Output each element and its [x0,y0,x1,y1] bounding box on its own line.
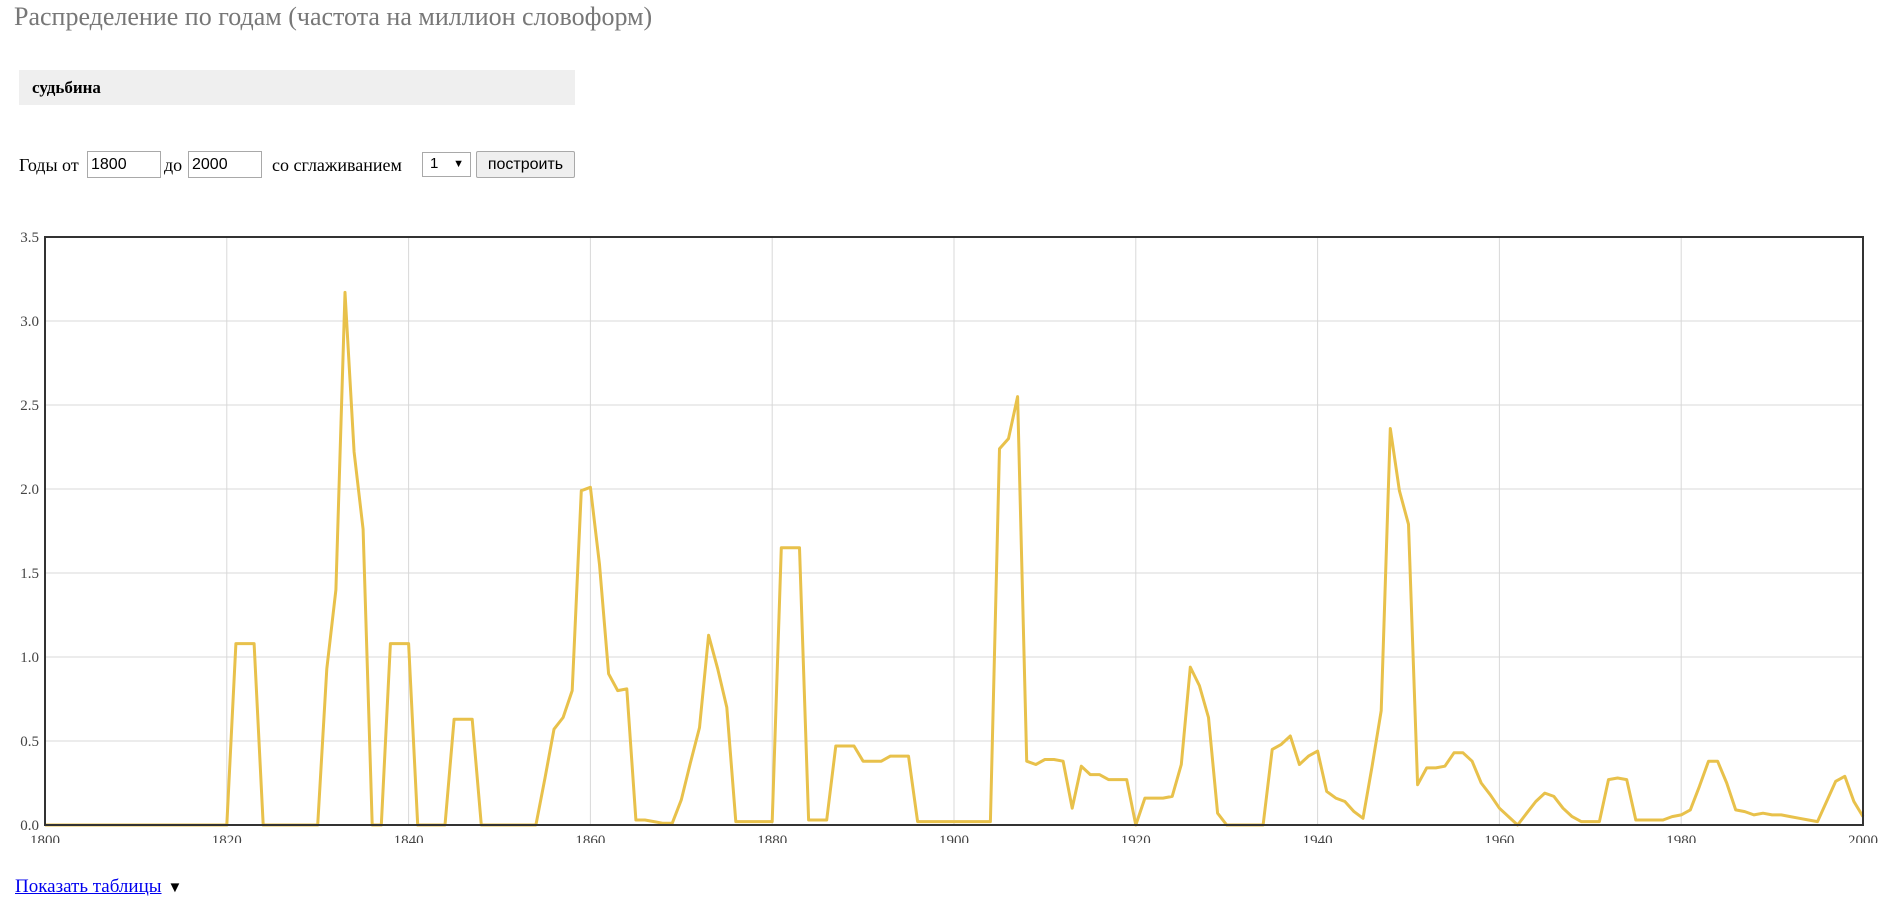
chevron-down-icon: ▼ [453,158,464,170]
year-from-input[interactable] [87,151,161,178]
x-tick-label: 1900 [939,833,969,843]
x-tick-label: 1880 [757,833,787,843]
page-title: Распределение по годам (частота на милли… [14,2,653,31]
smoothing-select[interactable]: 1 ▼ [422,152,471,177]
x-tick-label: 2000 [1848,833,1878,843]
x-tick-label: 1860 [575,833,605,843]
query-box: судьбина [19,70,575,105]
show-tables-toggle: Показать таблицы ▼ [15,876,182,898]
x-tick-label: 1980 [1666,833,1696,843]
y-tick-label: 0.0 [20,818,39,834]
build-button[interactable]: построить [476,151,575,178]
smoothing-label: со сглаживанием [272,155,402,175]
x-tick-label: 1840 [394,833,424,843]
years-from-label: Годы от [19,155,79,175]
x-tick-label: 1960 [1484,833,1514,843]
frequency-chart: 0.0 0.5 1.0 1.5 2.0 2.5 3.0 3.5 1800 1820 1840 1860… [20,230,1878,843]
y-tick-label: 3.5 [20,230,39,246]
plot-frame [44,236,1864,826]
x-tick-label: 1800 [30,833,60,843]
show-tables-link[interactable]: Показать таблицы [15,876,162,897]
to-label: до [164,155,183,175]
smoothing-value: 1 [430,155,439,172]
y-tick-label: 1.0 [20,650,39,666]
y-tick-label: 1.5 [20,566,39,582]
x-tick-label: 1940 [1303,833,1333,843]
series-line [45,290,1865,827]
y-tick-label: 2.0 [20,482,39,498]
y-tick-label: 2.5 [20,398,39,414]
query-word: судьбина [32,78,101,97]
y-tick-label: 3.0 [20,314,39,330]
x-tick-label: 1820 [212,833,242,843]
triangle-down-icon[interactable]: ▼ [167,880,183,896]
y-tick-label: 0.5 [20,734,39,750]
year-to-input[interactable] [188,151,262,178]
x-tick-label: 1920 [1121,833,1151,843]
